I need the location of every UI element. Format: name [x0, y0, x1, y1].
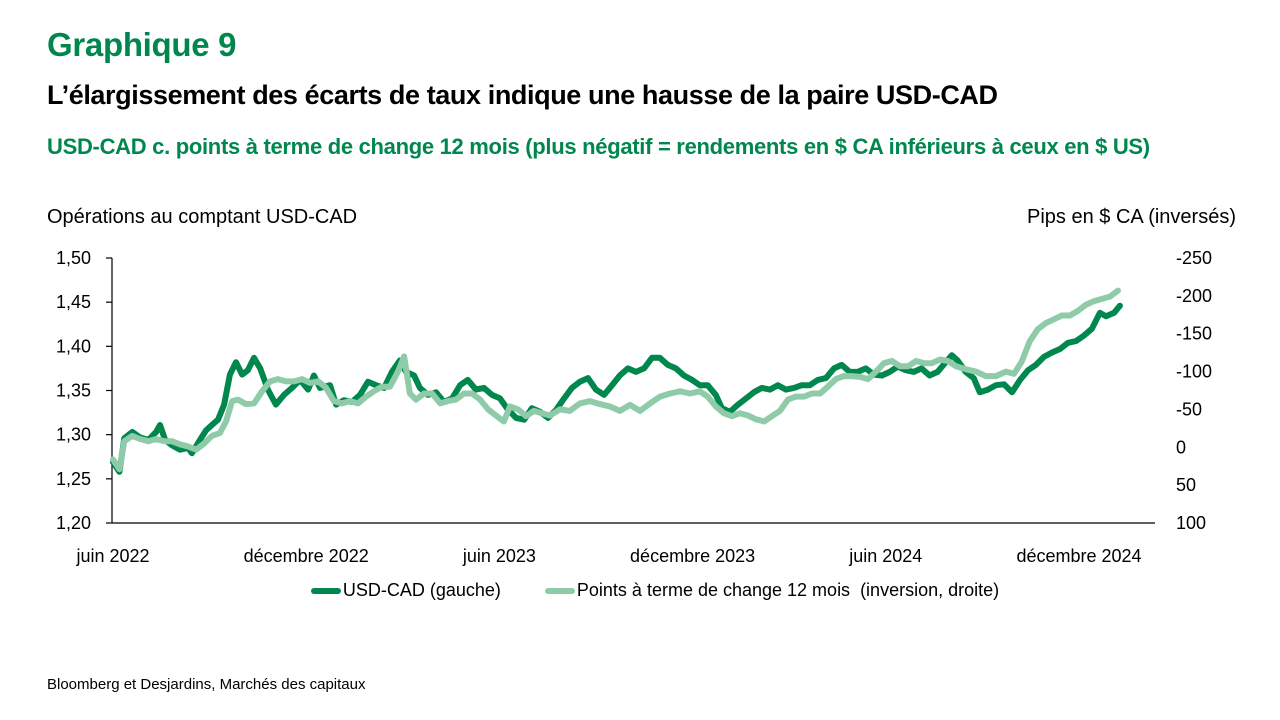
chart-headline: L’élargissement des écarts de taux indiq…: [47, 80, 998, 110]
x-tick-label: juin 2022: [75, 546, 149, 566]
x-tick-label: décembre 2023: [630, 546, 755, 566]
left-tick-label: 1,50: [56, 248, 91, 268]
left-tick-label: 1,30: [56, 425, 91, 445]
legend-item-forward-points: Points à terme de change 12 mois (invers…: [544, 580, 1000, 601]
legend-swatch-forward-points: [544, 587, 575, 594]
left-axis-title: Opérations au comptant USD-CAD: [47, 206, 358, 228]
chart-number-title: Graphique 9: [47, 26, 237, 63]
right-tick-label: 50: [1176, 475, 1196, 495]
right-tick-label: -250: [1176, 248, 1212, 268]
x-tick-label: décembre 2024: [1016, 546, 1141, 566]
right-tick-label: 0: [1176, 437, 1186, 457]
legend-label-forward-points: Points à terme de change 12 mois (invers…: [576, 580, 1000, 600]
x-tick-label: juin 2024: [848, 546, 922, 566]
left-tick-label: 1,20: [56, 513, 91, 533]
series-usdcad-line: [110, 302, 1123, 475]
chart-description: USD-CAD c. points à terme de change 12 m…: [47, 134, 1150, 159]
x-tick-label: décembre 2022: [244, 546, 369, 566]
right-tick-label: -200: [1176, 286, 1212, 306]
right-tick-label: 100: [1176, 513, 1206, 533]
legend-item-usdcad: USD-CAD (gauche): [310, 580, 501, 601]
left-tick-label: 1,40: [56, 336, 91, 356]
x-tick-label: juin 2023: [462, 546, 536, 566]
axes: [106, 257, 1155, 524]
right-axis-title: Pips en $ CA (inversés): [1027, 206, 1236, 228]
right-tick-label: -150: [1176, 324, 1212, 344]
legend-swatch-usdcad: [310, 587, 341, 594]
left-tick-label: 1,25: [56, 469, 91, 489]
left-tick-label: 1,35: [56, 381, 91, 401]
source-note: Bloomberg et Desjardins, Marchés des cap…: [47, 676, 366, 693]
right-tick-label: -50: [1176, 399, 1202, 419]
legend: USD-CAD (gauche) Points à terme de chang…: [0, 580, 1280, 601]
series-layer: [110, 287, 1123, 475]
right-tick-label: -100: [1176, 362, 1212, 382]
series-forward-points-line: [110, 287, 1121, 473]
legend-label-usdcad: USD-CAD (gauche): [342, 580, 501, 600]
left-tick-label: 1,45: [56, 292, 91, 312]
tick-labels: 1,20 1,25 1,30 1,35 1,40 1,45 1,50 100 50 0 -50 -10…: [56, 248, 1212, 566]
